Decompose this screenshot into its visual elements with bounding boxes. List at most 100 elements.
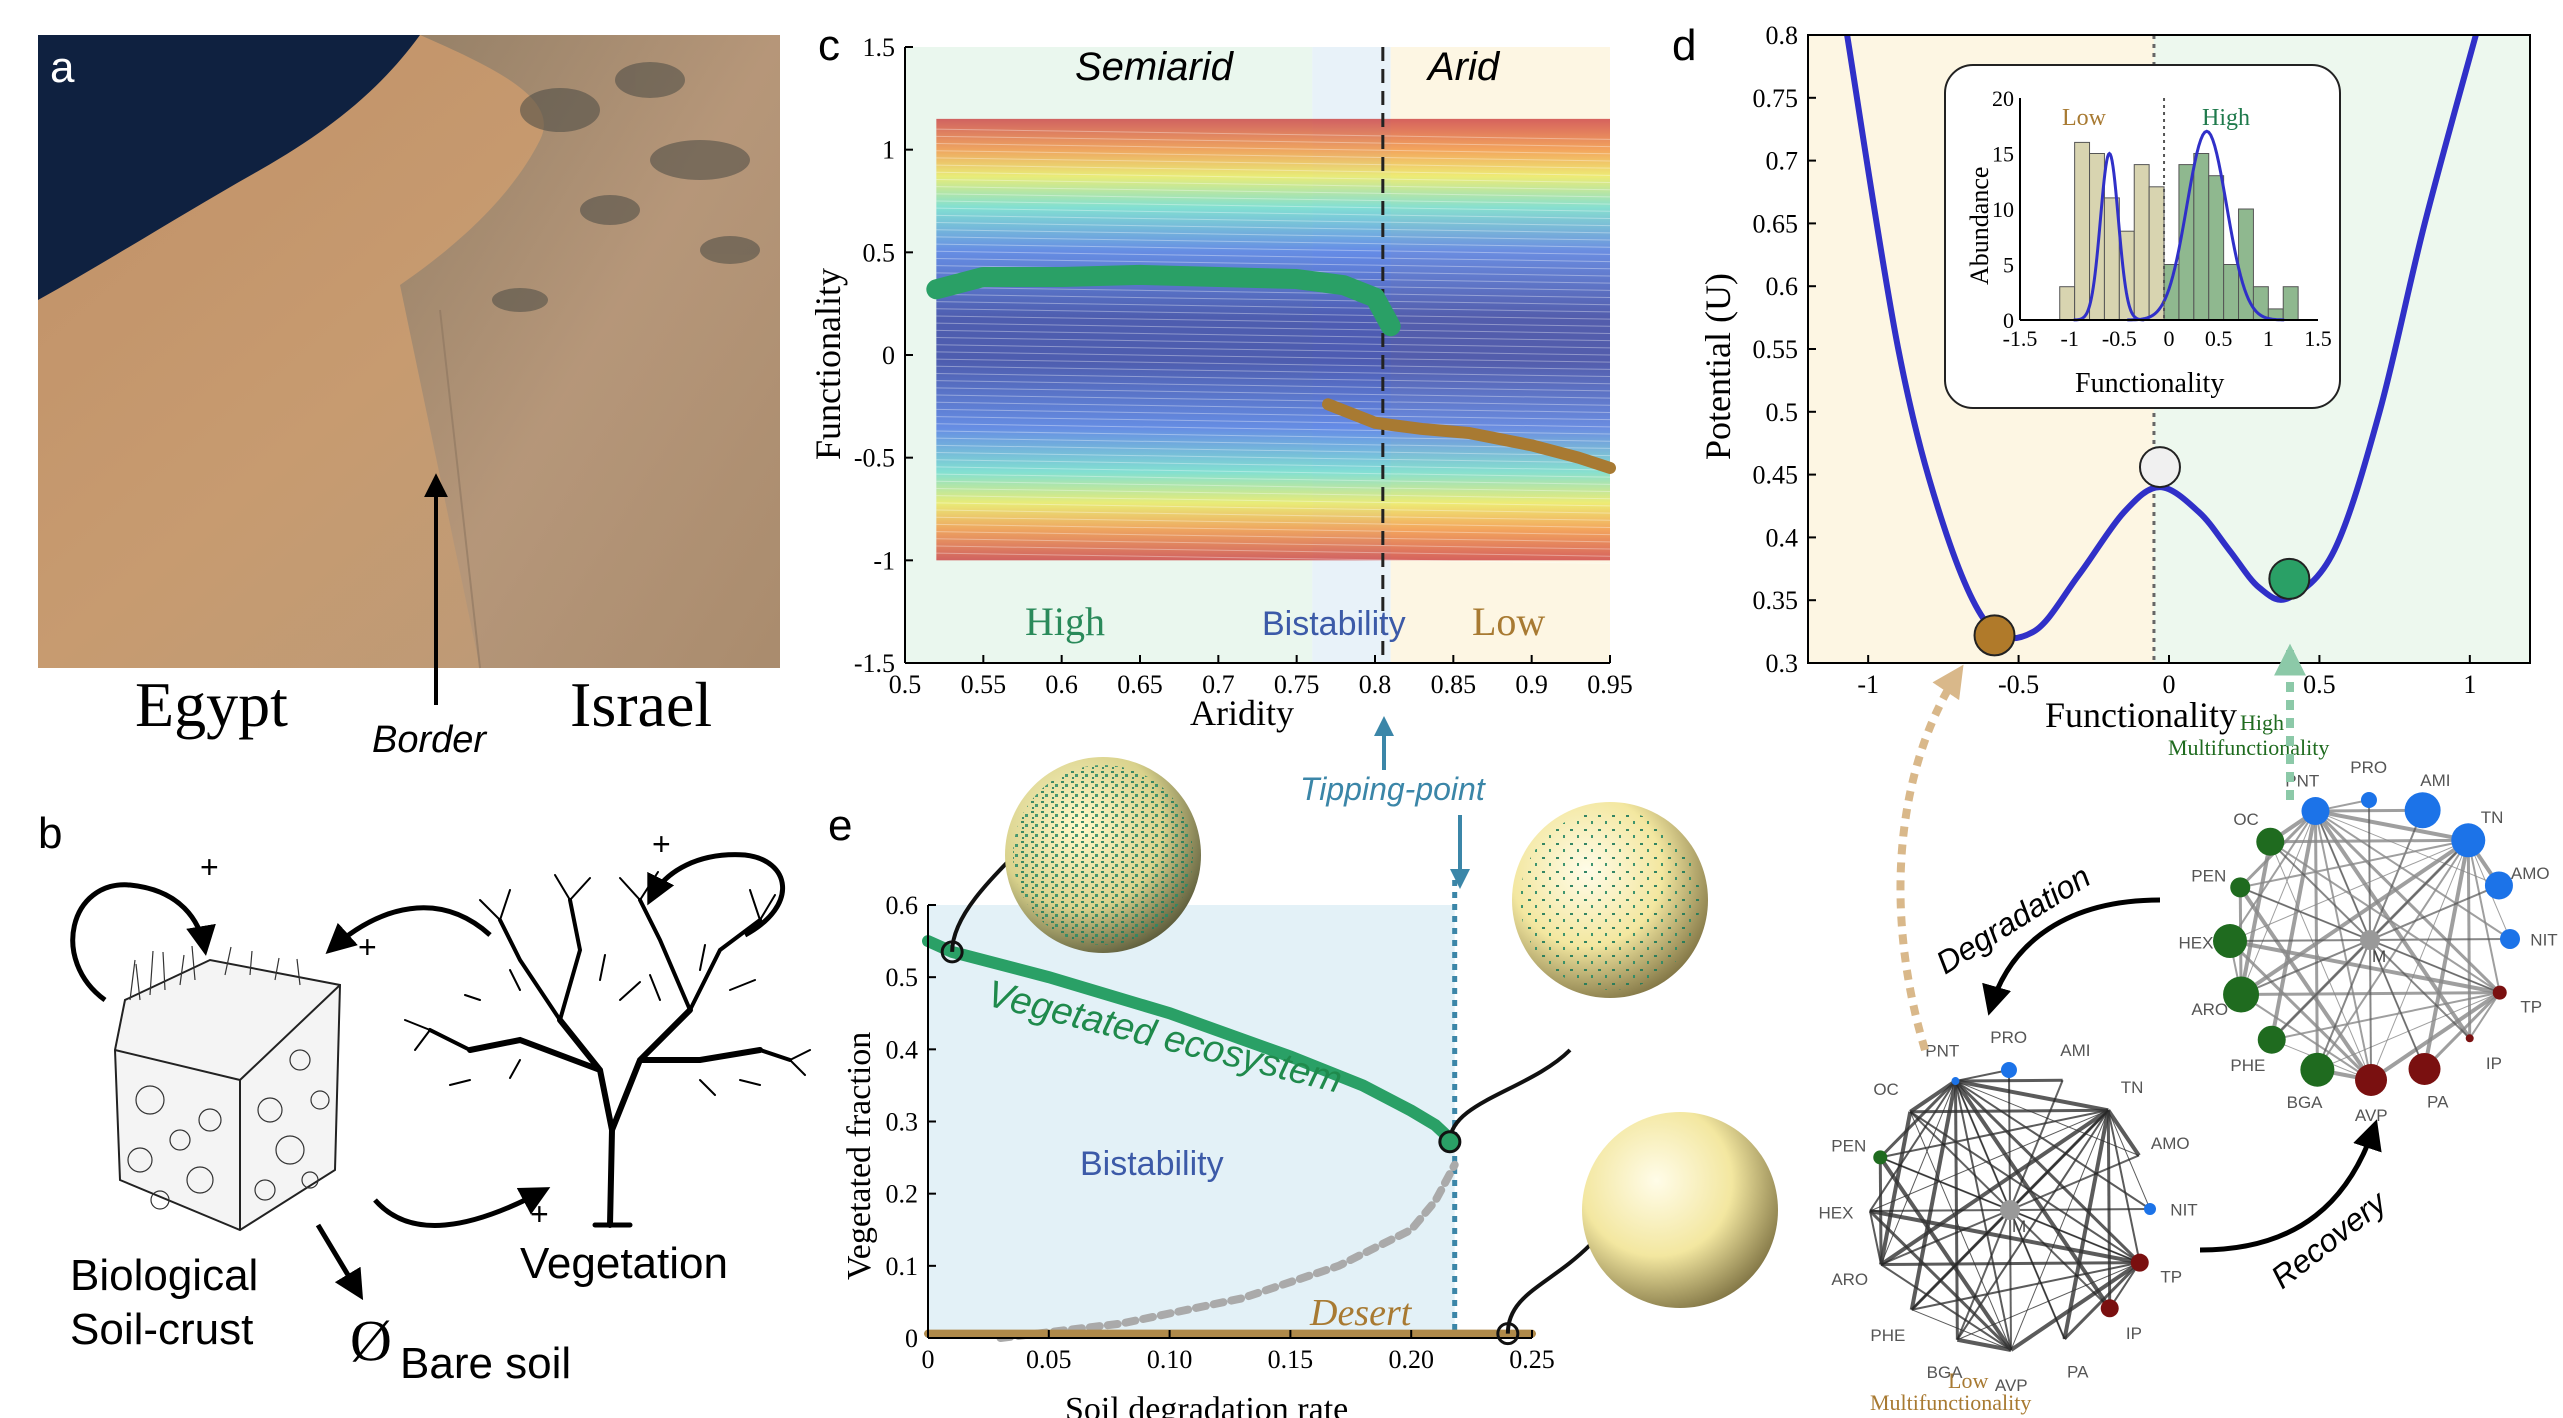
- c-ylabel: Functionality: [808, 268, 848, 460]
- d-ylabel: Potential (U): [1698, 273, 1738, 460]
- network-edge-center: [2367, 799, 2371, 941]
- network-edge: [2314, 810, 2373, 1081]
- d-x-tick-label: 0.5: [2303, 670, 2336, 699]
- density-contour: [936, 495, 1611, 507]
- panel-letter-a: a: [50, 43, 75, 92]
- e-x-tick-label: 0.25: [1509, 1345, 1555, 1374]
- panel-e: e 0 0.05 0.10 0.15 0.20 0.2500.10.20.30.40.50…: [828, 716, 1778, 1418]
- network-label: NIT: [2530, 931, 2557, 950]
- network-edge-center: [1956, 1209, 2011, 1341]
- c-y-tick-label: 1: [882, 136, 895, 165]
- network-edge: [2269, 810, 2318, 1041]
- density-contour: [936, 401, 1611, 413]
- label-desert: Desert: [1309, 1292, 1413, 1334]
- inset-x-tick-label: 0: [2164, 326, 2175, 351]
- inset-y-tick-label: 0: [2003, 308, 2014, 333]
- density-contour: [936, 516, 1611, 528]
- label-bare-soil: Bare soil: [400, 1339, 571, 1388]
- sphere-tipping: [1512, 802, 1708, 998]
- network-edge: [2229, 810, 2317, 942]
- d-y-tick-label: 0.3: [1766, 649, 1799, 678]
- crust-to-veg-arrow: [373, 1187, 551, 1228]
- vegetation-feedback-arrow: [647, 852, 786, 938]
- recovery-arrow: [2199, 1119, 2382, 1253]
- network-node-pro: [2000, 1062, 2017, 1079]
- network-edge: [1869, 1109, 2109, 1212]
- network-center-label: M: [2372, 947, 2386, 966]
- density-contour: [936, 257, 1611, 270]
- network-edge-center: [2240, 939, 2371, 996]
- inset-plot: -1.5 -1 -0.5 0 0.5 1 1.5 0 5 10 15 20: [1992, 86, 2332, 351]
- label-vegetation: Vegetation: [520, 1239, 728, 1288]
- network-label: HEX: [1819, 1203, 1854, 1222]
- inset-y-tick-label: 10: [1992, 197, 2014, 222]
- network-node-nit: [2143, 1202, 2156, 1215]
- sphere-desert: [1582, 1112, 1778, 1308]
- network-edge: [2062, 1109, 2111, 1340]
- network-center-node: [2000, 1200, 2020, 1220]
- c-x-tick-label: 0.65: [1117, 670, 1163, 699]
- network-high: PNTPROAMITNAMONITTPIPPAAVPBGAPHEAROHEXPE…: [2179, 758, 2558, 1125]
- density-contour: [936, 193, 1611, 205]
- network-edge: [2271, 991, 2500, 1041]
- tree-illustration: [404, 871, 811, 1228]
- network-node-pen: [1873, 1150, 1888, 1165]
- density-contour: [936, 214, 1611, 227]
- network-edge-center: [2369, 939, 2471, 1039]
- density-contour: [936, 545, 1611, 557]
- c-y-tick-label: -0.5: [854, 444, 895, 473]
- sphere-connector: [1505, 1243, 1592, 1334]
- e-series-vegetated-ecosystem: [922, 935, 1461, 1150]
- series-high: [926, 264, 1401, 337]
- sphere-vegetated: [1005, 757, 1201, 953]
- inset-x-tick-label: -1.5: [2003, 326, 2038, 351]
- state-point-unstable: [2138, 446, 2181, 489]
- density-contour: [936, 416, 1611, 428]
- inset-label-low: Low: [2062, 105, 2107, 131]
- d-y-tick-label: 0.35: [1753, 586, 1799, 615]
- network-node-pro: [2360, 792, 2377, 809]
- density-contour: [936, 222, 1611, 234]
- network-node-phe: [2257, 1025, 2286, 1054]
- network-label: PEN: [1831, 1137, 1866, 1156]
- hist-bar-low: [2059, 286, 2076, 321]
- d-y-tick-label: 0.7: [1766, 147, 1799, 176]
- sphere-connector: [1447, 1048, 1572, 1142]
- c-y-tick-label: 0: [882, 341, 895, 370]
- network-edge: [2107, 1110, 2141, 1263]
- label-high-net-1: High: [2240, 710, 2284, 735]
- state-point-low_state: [1973, 614, 2016, 657]
- label-arid: Arid: [1426, 45, 1501, 89]
- network-edge-center: [1911, 1209, 2011, 1311]
- density-contour: [936, 523, 1611, 536]
- density-contour: [936, 178, 1611, 191]
- network-node-ami: [2404, 792, 2441, 829]
- panel-a: a Egypt Israel Border: [38, 35, 780, 761]
- network-node-tn: [2451, 823, 2486, 858]
- label-low-c: Low: [1472, 599, 1545, 644]
- density-contour: [936, 135, 1611, 148]
- series-low: [1322, 398, 1616, 474]
- network-edge: [2229, 939, 2501, 995]
- network-edge: [2313, 809, 2472, 1040]
- density-contour: [936, 164, 1611, 176]
- density-contour: [936, 380, 1611, 392]
- density-contour: [936, 186, 1611, 198]
- density-contour: [936, 200, 1611, 212]
- label-bistability-e: Bistability: [1080, 1145, 1224, 1183]
- network-label: AVP: [2355, 1106, 2388, 1125]
- network-label: NIT: [2170, 1201, 2197, 1220]
- hist-bar-high: [2193, 153, 2210, 321]
- network-label: IP: [2486, 1054, 2502, 1073]
- density-contour: [936, 502, 1611, 514]
- network-label: OC: [1873, 1080, 1899, 1099]
- network-edge-center: [2229, 939, 2371, 943]
- d-x-tick-label: 0: [2163, 670, 2176, 699]
- network-edge: [2269, 840, 2501, 994]
- network-node-pa: [2408, 1052, 2441, 1085]
- c-y-tick-label: 0.5: [863, 238, 896, 267]
- network-label: TN: [2481, 808, 2504, 827]
- network-label: OC: [2233, 810, 2259, 829]
- potential-curve: [1844, 35, 2479, 642]
- network-edge: [1911, 1261, 2140, 1311]
